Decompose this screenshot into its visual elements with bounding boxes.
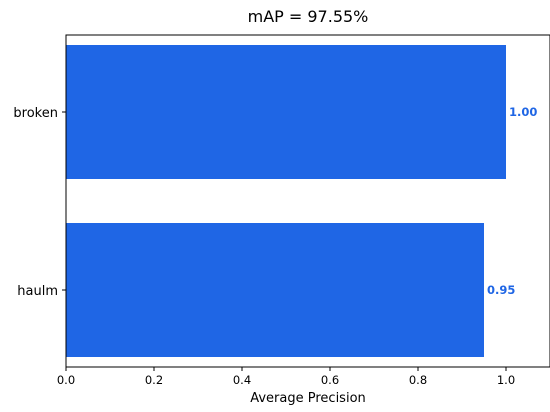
plot-frame xyxy=(65,34,550,368)
y-ticks-group: broken haulm xyxy=(13,106,66,299)
x-tick-label: 0.6 xyxy=(321,373,339,387)
bar-broken xyxy=(66,45,506,179)
y-tick-label-haulm: haulm xyxy=(17,284,58,299)
x-tick-label: 1.0 xyxy=(497,373,515,387)
data-labels-group: 1.00 0.95 xyxy=(487,105,537,297)
chart-title: mAP = 97.55% xyxy=(248,7,369,26)
data-label-broken: 1.00 xyxy=(509,105,537,119)
x-tick-label: 0.8 xyxy=(409,373,427,387)
x-axis-label: Average Precision xyxy=(250,391,366,406)
data-label-haulm: 0.95 xyxy=(487,283,515,297)
x-tick-label: 0.2 xyxy=(145,373,163,387)
y-tick-label-broken: broken xyxy=(13,106,58,121)
x-tick-label: 0.4 xyxy=(233,373,251,387)
x-tick-label: 0.0 xyxy=(57,373,75,387)
x-ticks-group: 0.0 0.2 0.4 0.6 0.8 1.0 xyxy=(57,367,515,387)
bar-haulm xyxy=(66,223,484,357)
bars-group xyxy=(66,45,506,357)
